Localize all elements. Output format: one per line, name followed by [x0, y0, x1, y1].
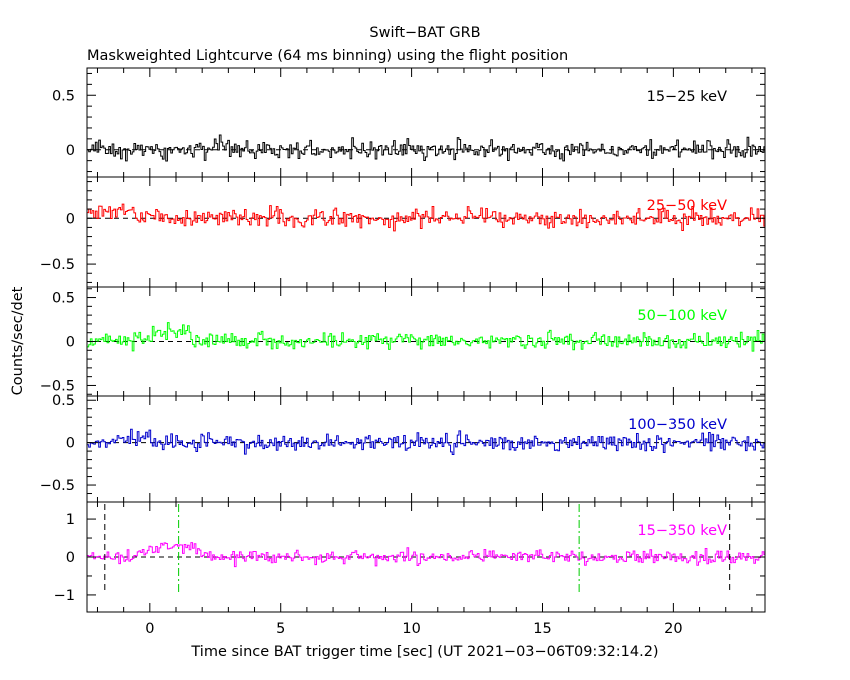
lightcurve-series [87, 134, 765, 162]
y-axis-label: Counts/sec/det [10, 286, 26, 395]
x-tick-label: 10 [402, 621, 420, 637]
y-tick-label: −1 [54, 588, 75, 604]
chart-title: Swift−BAT GRB [369, 25, 480, 41]
y-tick-label: 1 [66, 512, 75, 528]
y-tick-label: 0 [66, 550, 75, 566]
panel-1: 0 0.5 15−25 keV [52, 67, 766, 178]
y-tick-label: 0 [66, 211, 75, 227]
x-tick-labels: 0 5 10 15 20 [145, 621, 682, 637]
y-tick-label: 0.5 [52, 291, 75, 307]
y-tick-label: 0 [66, 143, 75, 159]
panel-4: −0.5 0 0.5 100−350 keV [40, 393, 766, 503]
y-tick-label: 0 [66, 335, 75, 351]
y-tick-label: 0.5 [52, 393, 75, 409]
x-axis-label: Time since BAT trigger time [sec] (UT 20… [190, 644, 658, 660]
lightcurve-series [87, 203, 765, 232]
series-label: 15−350 keV [637, 523, 727, 539]
panel-2: −0.5 0 25−50 keV [40, 176, 766, 288]
series-label: 100−350 keV [628, 417, 727, 433]
y-tick-label: 0.5 [52, 88, 75, 104]
y-tick-label: −0.5 [40, 478, 75, 494]
series-label: 25−50 keV [647, 198, 727, 214]
lightcurve-series [87, 542, 765, 568]
lightcurve-series [87, 428, 765, 455]
y-tick-label: 0 [66, 436, 75, 452]
series-label: 50−100 keV [637, 308, 727, 324]
panel-3: −0.5 0 0.5 50−100 keV [40, 286, 766, 397]
x-tick-label: 5 [276, 621, 285, 637]
x-tick-label: 0 [145, 621, 154, 637]
x-tick-label: 20 [664, 621, 682, 637]
y-tick-label: −0.5 [40, 257, 75, 273]
y-tick-label: −0.5 [40, 378, 75, 394]
panel-5: −1 0 1 15−350 keV [54, 501, 766, 613]
panel-frame [86, 176, 766, 288]
panel-frame [86, 67, 766, 178]
lightcurve-series [87, 322, 765, 352]
chart-subtitle: Maskweighted Lightcurve (64 ms binning) … [87, 48, 568, 64]
x-tick-label: 15 [533, 621, 551, 637]
series-label: 15−25 keV [647, 89, 727, 105]
